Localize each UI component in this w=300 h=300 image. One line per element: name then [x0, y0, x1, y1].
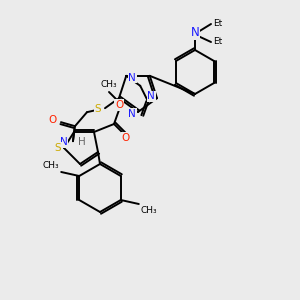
- Text: CH₃: CH₃: [43, 161, 59, 170]
- Text: O: O: [122, 133, 130, 143]
- Text: O: O: [115, 100, 123, 110]
- Text: CH₃: CH₃: [101, 80, 117, 89]
- Text: S: S: [94, 104, 101, 114]
- Text: O: O: [49, 115, 57, 125]
- Text: N: N: [190, 26, 200, 40]
- Text: CH₃: CH₃: [141, 206, 158, 215]
- Text: N: N: [128, 73, 136, 83]
- Text: Et: Et: [213, 38, 222, 46]
- Text: N: N: [147, 91, 155, 101]
- Text: N: N: [60, 137, 68, 147]
- Text: H: H: [78, 137, 86, 147]
- Text: Et: Et: [213, 20, 222, 28]
- Text: S: S: [54, 143, 61, 153]
- Text: N: N: [128, 109, 136, 119]
